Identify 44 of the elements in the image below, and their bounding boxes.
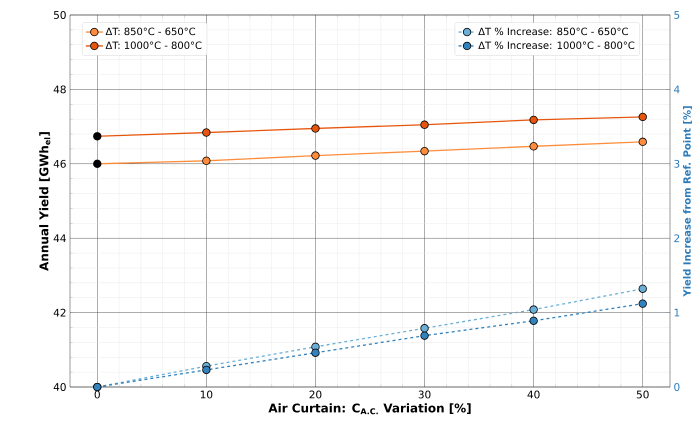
- point: [311, 124, 320, 133]
- y2-tick-label: 0: [674, 383, 680, 391]
- y2-tick-label: 2: [674, 234, 680, 242]
- point: [638, 284, 647, 293]
- legend-label: ΔT % Increase: 1000°C - 800°C: [478, 41, 634, 50]
- x-tick-label: 40: [527, 390, 540, 398]
- point: [529, 116, 538, 124]
- point: [420, 146, 429, 156]
- point: [638, 138, 647, 146]
- y-tick-label: 42: [54, 308, 66, 316]
- point: [529, 142, 538, 150]
- y2-axis-title: Yield Increase from Ref. Point [%]: [683, 106, 692, 297]
- y-tick-label: 40: [54, 383, 66, 391]
- x-axis-title: Air Curtain: C$_{A.C.}$ Variation [%]: [268, 403, 471, 414]
- point: [311, 348, 320, 357]
- point: [93, 132, 102, 140]
- point: [529, 316, 538, 325]
- legend-label: ΔT % Increase: 850°C - 650°C: [478, 28, 628, 36]
- x-tick-label: 50: [636, 390, 649, 398]
- legend-label: ΔT: 850°C - 650°C: [106, 28, 196, 36]
- y-tick-label: 46: [54, 160, 66, 168]
- point: [638, 112, 647, 122]
- point: [93, 160, 102, 168]
- point: [420, 120, 429, 129]
- point: [202, 366, 211, 374]
- x-tick-label: 10: [200, 390, 212, 398]
- y2-tick-label: 1: [674, 308, 680, 316]
- y-tick-label: 48: [54, 85, 66, 94]
- point: [529, 305, 538, 314]
- y2-tick-label: 5: [674, 11, 680, 19]
- y2-tick-label: 3: [674, 160, 680, 168]
- x-tick-label: 30: [418, 390, 430, 398]
- legend-label: ΔT: 1000°C - 800°C: [106, 41, 202, 50]
- point: [202, 156, 211, 166]
- y-axis-title: Annual Yield [GWh$_{el}$]: [39, 132, 50, 271]
- point: [638, 299, 647, 308]
- y-tick-label: 44: [54, 234, 66, 242]
- y-tick-label: 50: [54, 11, 66, 19]
- point: [420, 324, 429, 332]
- point: [420, 331, 429, 340]
- y2-tick-label: 4: [674, 86, 680, 94]
- x-tick-label: 20: [310, 390, 322, 398]
- point: [311, 151, 320, 160]
- point: [202, 128, 211, 137]
